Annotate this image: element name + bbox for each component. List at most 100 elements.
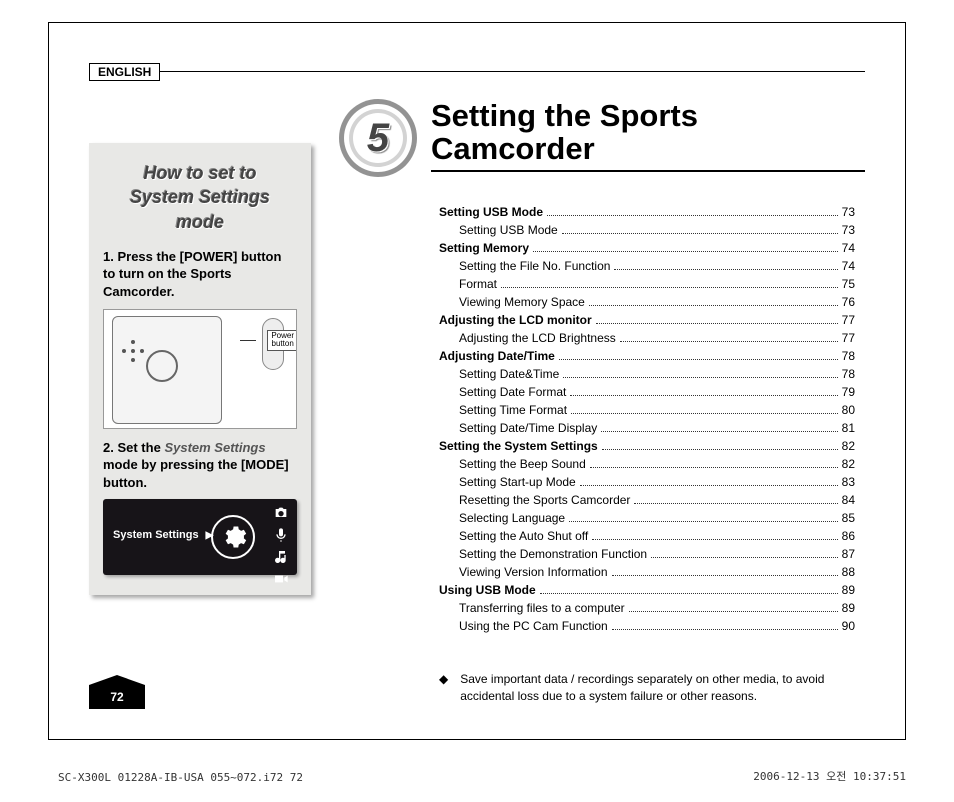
toc-leader-dots — [563, 377, 837, 378]
toc-row: Setting the System Settings 82 — [439, 437, 855, 455]
toc-leader-dots — [592, 539, 837, 540]
system-settings-label-text: System Settings — [113, 529, 199, 541]
page-content: ENGLISH How to set to System Settings mo… — [89, 63, 865, 709]
toc-row: Setting Start-up Mode83 — [439, 473, 855, 491]
toc-page: 82 — [842, 455, 855, 473]
toc-row: Resetting the Sports Camcorder 84 — [439, 491, 855, 509]
toc-page: 89 — [842, 599, 855, 617]
toc-row: Viewing Memory Space76 — [439, 293, 855, 311]
toc-row: Selecting Language 85 — [439, 509, 855, 527]
toc-label: Resetting the Sports Camcorder — [439, 491, 630, 509]
footer-left: SC-X300L 01228A-IB-USA 055~072.i72 72 — [58, 771, 303, 784]
toc-leader-dots — [596, 323, 838, 324]
toc-page: 74 — [842, 239, 855, 257]
toc-label: Format — [439, 275, 497, 293]
toc-leader-dots — [602, 449, 838, 450]
step-2-pre: Set the — [117, 440, 164, 455]
sidebar-title-line: mode — [103, 210, 297, 234]
toc-page: 73 — [842, 203, 855, 221]
sidebar-title-line: How to set to — [103, 161, 297, 185]
toc-row: Adjusting the LCD monitor 77 — [439, 311, 855, 329]
toc-page: 85 — [842, 509, 855, 527]
step-2-emphasis: System Settings — [164, 440, 265, 455]
toc-label: Selecting Language — [439, 509, 565, 527]
toc-leader-dots — [601, 431, 837, 432]
toc-label: Transferring files to a computer — [439, 599, 625, 617]
toc-leader-dots — [634, 503, 837, 504]
gear-icon — [211, 515, 255, 559]
toc-page: 73 — [842, 221, 855, 239]
toc-leader-dots — [629, 611, 838, 612]
toc-page: 77 — [842, 311, 855, 329]
toc-page: 82 — [842, 437, 855, 455]
toc-label: Viewing Version Information — [439, 563, 608, 581]
toc-page: 89 — [842, 581, 855, 599]
toc-leader-dots — [501, 287, 838, 288]
toc-row: Format75 — [439, 275, 855, 293]
toc-leader-dots — [651, 557, 838, 558]
language-badge: ENGLISH — [89, 63, 160, 81]
toc-row: Setting Time Format 80 — [439, 401, 855, 419]
step-1: 1. Press the [POWER] button to turn on t… — [103, 248, 297, 301]
toc-row: Setting Date Format 79 — [439, 383, 855, 401]
toc-leader-dots — [571, 413, 838, 414]
toc-page: 74 — [842, 257, 855, 275]
toc-label: Using USB Mode — [439, 581, 536, 599]
toc-row: Setting Date&Time78 — [439, 365, 855, 383]
toc-page: 86 — [842, 527, 855, 545]
toc-label: Setting the Beep Sound — [439, 455, 586, 473]
toc-label: Setting USB Mode — [439, 203, 543, 221]
warning-note-text: Save important data / recordings separat… — [460, 671, 855, 705]
toc-label: Setting the System Settings — [439, 437, 598, 455]
toc-page: 80 — [842, 401, 855, 419]
toc-leader-dots — [559, 359, 838, 360]
photo-icon — [273, 505, 289, 521]
step-2: 2. Set the System Settings mode by press… — [103, 439, 297, 492]
toc-label: Adjusting the LCD Brightness — [439, 329, 616, 347]
step-1-text: Press the [POWER] button to turn on the … — [103, 249, 281, 299]
callout-line — [240, 340, 256, 341]
toc-page: 84 — [842, 491, 855, 509]
toc-label: Setting Memory — [439, 239, 529, 257]
toc-leader-dots — [562, 233, 838, 234]
toc-leader-dots — [540, 593, 838, 594]
toc-label: Setting Start-up Mode — [439, 473, 576, 491]
diamond-bullet-icon: ◆ — [439, 673, 448, 705]
chapter-number-medallion: 5 — [339, 99, 417, 177]
toc-label: Setting USB Mode — [439, 221, 558, 239]
toc-label: Setting Time Format — [439, 401, 567, 419]
toc-row: Setting Date/Time Display81 — [439, 419, 855, 437]
toc-row: Using USB Mode 89 — [439, 581, 855, 599]
sidebar-panel: How to set to System Settings mode 1. Pr… — [89, 143, 311, 595]
toc-label: Setting the File No. Function — [439, 257, 610, 275]
toc-page: 77 — [842, 329, 855, 347]
page-number-badge: 72 — [89, 685, 145, 709]
toc-label: Setting Date/Time Display — [439, 419, 597, 437]
toc-row: Setting the Demonstration Function87 — [439, 545, 855, 563]
toc-page: 79 — [842, 383, 855, 401]
toc-leader-dots — [612, 575, 838, 576]
toc-page: 78 — [842, 365, 855, 383]
toc-row: Setting USB Mode 73 — [439, 203, 855, 221]
toc-leader-dots — [569, 521, 838, 522]
system-settings-screen: System Settings ▶ — [103, 499, 297, 575]
toc-leader-dots — [590, 467, 838, 468]
toc-row: Setting the File No. Function 74 — [439, 257, 855, 275]
chapter-number: 5 — [367, 116, 389, 161]
toc-label: Setting the Auto Shut off — [439, 527, 588, 545]
toc-row: Viewing Version Information 88 — [439, 563, 855, 581]
header-rule — [89, 71, 865, 72]
toc-leader-dots — [589, 305, 838, 306]
toc-label: Adjusting Date/Time — [439, 347, 555, 365]
toc-label: Setting Date Format — [439, 383, 566, 401]
toc-page: 90 — [842, 617, 855, 635]
toc-label: Using the PC Cam Function — [439, 617, 608, 635]
power-button-callout: Power button — [267, 330, 297, 352]
page-number: 72 — [110, 690, 123, 704]
chapter-title-line: Setting the Sports — [431, 99, 865, 132]
toc-row: Setting USB Mode 73 — [439, 221, 855, 239]
toc-label: Adjusting the LCD monitor — [439, 311, 592, 329]
device-dpad-shape — [122, 340, 144, 362]
toc-leader-dots — [547, 215, 838, 216]
toc-page: 88 — [842, 563, 855, 581]
